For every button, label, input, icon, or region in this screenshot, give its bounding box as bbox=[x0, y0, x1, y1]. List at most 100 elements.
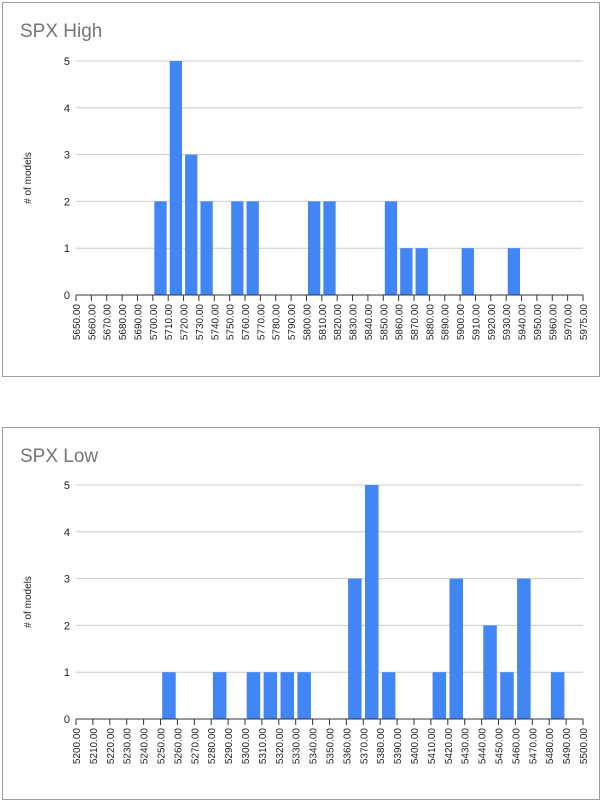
bar bbox=[517, 578, 531, 719]
chart-title: SPX High bbox=[20, 21, 103, 42]
y-tick-label: 5 bbox=[64, 480, 70, 492]
x-tick-label: 5910.00 bbox=[471, 304, 482, 341]
x-tick-label: 5450.00 bbox=[495, 728, 506, 765]
x-tick-label: 5670.00 bbox=[103, 304, 114, 341]
bar bbox=[246, 201, 259, 295]
x-tick-label: 5780.00 bbox=[272, 304, 283, 341]
x-tick-label: 5950.00 bbox=[533, 304, 544, 341]
x-tick-label: 5400.00 bbox=[410, 728, 421, 765]
x-tick-label: 5900.00 bbox=[456, 304, 467, 341]
x-tick-label: 5430.00 bbox=[461, 728, 472, 765]
x-tick-label: 5280.00 bbox=[207, 728, 218, 765]
bar bbox=[246, 672, 261, 719]
x-tick-label: 5720.00 bbox=[180, 304, 191, 341]
x-tick-label: 5920.00 bbox=[487, 304, 498, 341]
x-tick-label: 5360.00 bbox=[342, 728, 353, 765]
x-tick-label: 5730.00 bbox=[195, 304, 206, 341]
spx-low-chart: SPX Low 0 1 2 3 4 5 # of models 5200.00 5210.00 5… bbox=[2, 427, 600, 800]
x-tick-label: 5820.00 bbox=[333, 304, 344, 341]
x-tick-label: 5250.00 bbox=[157, 728, 168, 765]
y-tick-label: 1 bbox=[64, 667, 70, 679]
x-tick-label: 5300.00 bbox=[241, 728, 252, 765]
x-tick-label: 5660.00 bbox=[87, 304, 98, 341]
x-tick-label: 5470.00 bbox=[528, 728, 539, 765]
x-tick-label: 5790.00 bbox=[287, 304, 298, 341]
x-tick-label: 5230.00 bbox=[123, 728, 134, 765]
y-tick-label: 2 bbox=[64, 196, 70, 208]
x-tick-label: 5350.00 bbox=[326, 728, 337, 765]
x-tick-label: 5500.00 bbox=[579, 728, 590, 765]
x-tick-label: 5750.00 bbox=[226, 304, 237, 341]
x-tick-label: 5200.00 bbox=[72, 728, 83, 765]
spx-high-chart: SPX High 0 1 2 3 4 5 # of models 5650.00 5660.00… bbox=[2, 2, 600, 377]
y-axis-title: # of models bbox=[23, 152, 34, 204]
x-tick-label: 5270.00 bbox=[190, 728, 201, 765]
x-tick-label: 5690.00 bbox=[133, 304, 144, 341]
bar bbox=[384, 201, 398, 295]
bar bbox=[449, 578, 464, 719]
bar bbox=[280, 672, 295, 719]
x-tick-label: 5460.00 bbox=[511, 728, 522, 765]
bar bbox=[297, 672, 311, 719]
x-tick-label: 5210.00 bbox=[89, 728, 100, 765]
bar bbox=[500, 672, 514, 719]
x-tick-label: 5710.00 bbox=[164, 304, 175, 341]
x-tick-label: 5760.00 bbox=[241, 304, 252, 341]
bar bbox=[162, 672, 176, 719]
x-tick-label: 5310.00 bbox=[258, 728, 269, 765]
x-tick-label: 5740.00 bbox=[210, 304, 221, 341]
x-tick-label: 5420.00 bbox=[444, 728, 455, 765]
bar bbox=[507, 248, 521, 295]
x-tick-label: 5975.00 bbox=[579, 304, 590, 341]
x-tick-label: 5370.00 bbox=[359, 728, 370, 765]
x-tick-label: 5700.00 bbox=[149, 304, 160, 341]
x-tick-label: 5320.00 bbox=[275, 728, 286, 765]
bar bbox=[231, 201, 244, 295]
x-tick-label: 5880.00 bbox=[425, 304, 436, 341]
x-tick-label: 5340.00 bbox=[309, 728, 320, 765]
x-tick-label: 5970.00 bbox=[564, 304, 575, 341]
x-tick-label: 5850.00 bbox=[379, 304, 390, 341]
bar bbox=[415, 248, 428, 295]
y-tick-label: 2 bbox=[64, 620, 70, 632]
spx-high-plot: 0 1 2 3 4 5 # of models 5650.00 5660.00 5670.00 56… bbox=[23, 56, 590, 341]
x-tick-label: 5810.00 bbox=[318, 304, 329, 341]
bar bbox=[432, 672, 447, 719]
x-tick-label: 5930.00 bbox=[502, 304, 513, 341]
x-tick-label: 5410.00 bbox=[427, 728, 438, 765]
bar bbox=[263, 672, 278, 719]
x-tick-label: 5240.00 bbox=[140, 728, 151, 765]
bar bbox=[461, 248, 474, 295]
x-tick-label: 5860.00 bbox=[395, 304, 406, 341]
y-tick-label: 1 bbox=[64, 243, 70, 255]
x-tick-label: 5800.00 bbox=[302, 304, 313, 341]
bar bbox=[483, 625, 497, 719]
bar bbox=[185, 154, 198, 295]
x-tick-label: 5680.00 bbox=[118, 304, 129, 341]
bar bbox=[307, 201, 321, 295]
x-tick-label: 5440.00 bbox=[478, 728, 489, 765]
bar bbox=[200, 201, 213, 295]
y-tick-label: 5 bbox=[64, 56, 70, 68]
bar bbox=[169, 61, 183, 295]
y-tick-label: 3 bbox=[64, 150, 70, 162]
x-tick-label: 5870.00 bbox=[410, 304, 421, 341]
y-axis-title: # of models bbox=[23, 576, 34, 628]
x-tick-label: 5330.00 bbox=[292, 728, 303, 765]
x-tick-label: 5940.00 bbox=[518, 304, 529, 341]
y-tick-label: 4 bbox=[64, 527, 70, 539]
x-tick-label: 5650.00 bbox=[72, 304, 83, 341]
x-tick-label: 5840.00 bbox=[364, 304, 375, 341]
x-tick-label: 5480.00 bbox=[545, 728, 556, 765]
y-tick-label: 0 bbox=[64, 290, 70, 302]
y-tick-label: 3 bbox=[64, 574, 70, 586]
y-tick-label: 0 bbox=[64, 714, 70, 726]
x-tick-label: 5380.00 bbox=[376, 728, 387, 765]
chart-title: SPX Low bbox=[20, 446, 99, 467]
x-tick-label: 5290.00 bbox=[224, 728, 235, 765]
y-tick-label: 4 bbox=[64, 103, 70, 115]
x-tick-label: 5490.00 bbox=[562, 728, 573, 765]
bar bbox=[550, 672, 565, 719]
bar bbox=[323, 201, 336, 295]
x-tick-label: 5770.00 bbox=[256, 304, 267, 341]
